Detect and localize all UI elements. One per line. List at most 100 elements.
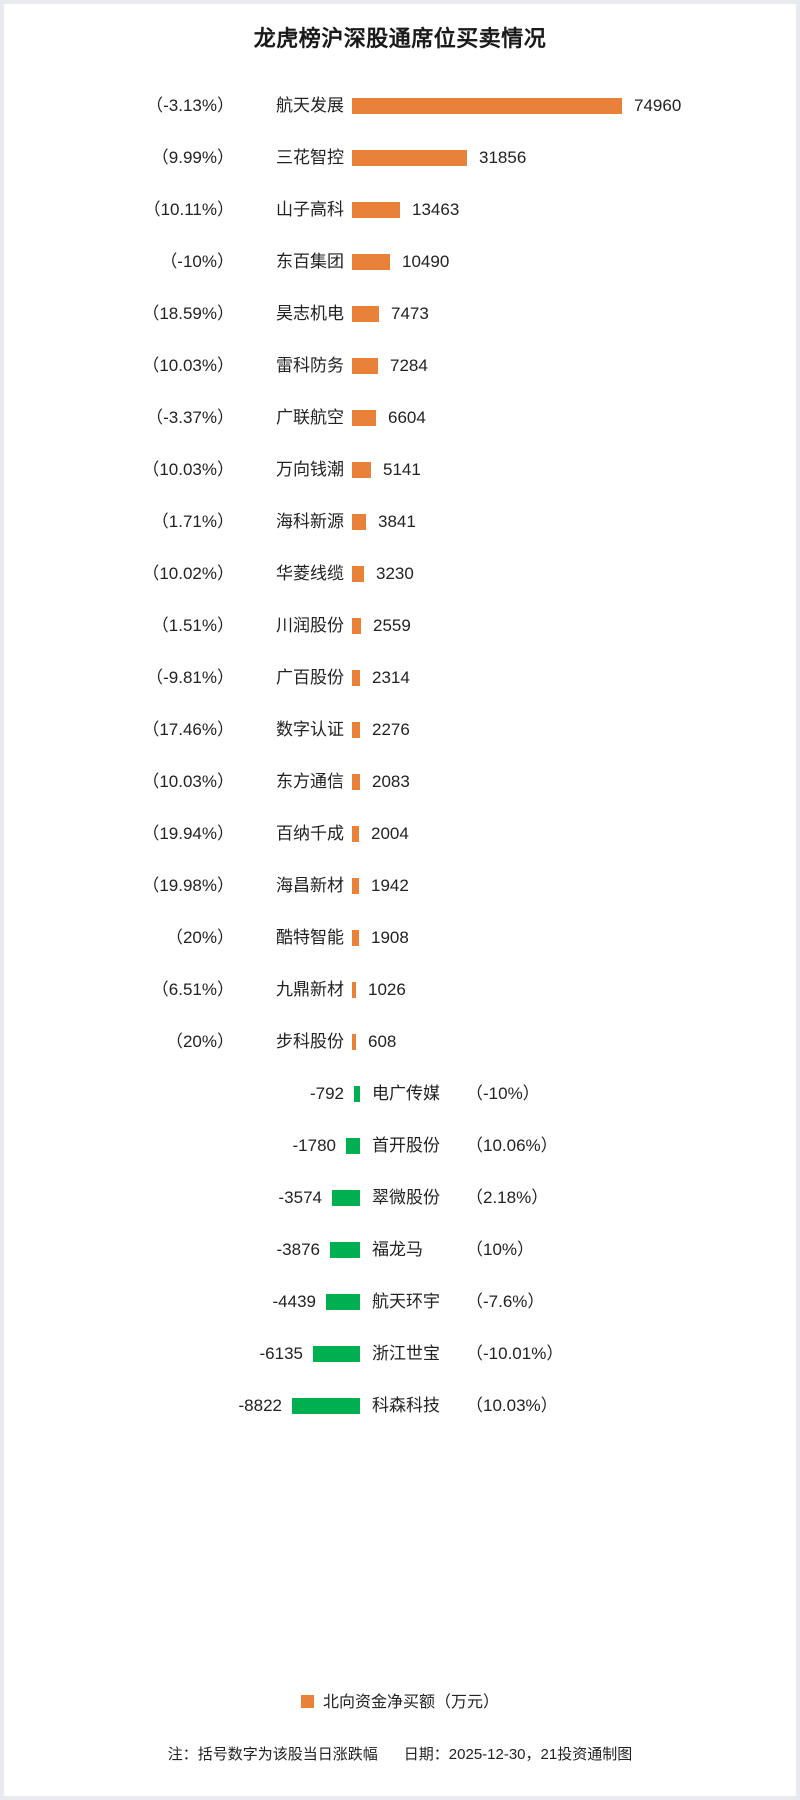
table-row: （1.51%） 川润股份 2559: [4, 600, 796, 652]
row-bar-track: [4, 1120, 360, 1172]
row-bar-positive: [352, 1034, 356, 1050]
table-row: （10.03%） 雷科防务 7284: [4, 340, 796, 392]
row-stock-name: 首开股份: [372, 1136, 440, 1155]
row-value: 3230: [376, 564, 414, 583]
row-stock-name: 广百股份: [276, 668, 344, 687]
row-change-percent: （20%）: [165, 928, 234, 947]
row-bar-positive: [352, 566, 364, 582]
legend-swatch-icon: [300, 1695, 314, 1708]
table-row: （19.94%） 百纳千成 2004: [4, 808, 796, 860]
row-stock-name: 福龙马: [372, 1240, 423, 1259]
row-change-percent: （-3.13%）: [146, 96, 234, 115]
table-row: （18.59%） 昊志机电 7473: [4, 288, 796, 340]
row-bar-track: [352, 184, 682, 236]
table-row: （17.46%） 数字认证 2276: [4, 704, 796, 756]
row-value: 608: [368, 1032, 397, 1051]
row-bar-track: [352, 392, 682, 444]
row-value: -8822: [238, 1396, 282, 1415]
row-value: -792: [309, 1084, 344, 1103]
row-bar-track: [4, 1276, 360, 1328]
row-bar-positive: [352, 982, 356, 998]
row-bar-positive: [352, 254, 390, 270]
table-row: （-9.81%） 广百股份 2314: [4, 652, 796, 704]
row-stock-name: 酷特智能: [276, 928, 344, 947]
chart-title: 龙虎榜沪深股通席位买卖情况: [253, 26, 547, 51]
row-bar-positive: [352, 826, 359, 842]
table-row: -8822 科森科技 （10.03%）: [4, 1380, 796, 1432]
row-bar-positive: [352, 774, 360, 790]
row-value: 31856: [479, 148, 527, 167]
table-row: -792 电广传媒 （-10%）: [4, 1068, 796, 1120]
table-row: （10.02%） 华菱线缆 3230: [4, 548, 796, 600]
row-value: 2004: [371, 824, 409, 843]
row-bar-negative: [313, 1346, 360, 1362]
row-change-percent: （10.06%）: [466, 1136, 558, 1155]
row-value: 2083: [372, 772, 410, 791]
row-stock-name: 昊志机电: [276, 304, 344, 323]
table-row: （1.71%） 海科新源 3841: [4, 496, 796, 548]
row-change-percent: （1.51%）: [151, 616, 234, 635]
row-bar-negative: [332, 1190, 360, 1206]
row-stock-name: 雷科防务: [276, 356, 344, 375]
table-row: （10.11%） 山子高科 13463: [4, 184, 796, 236]
row-value: 1908: [371, 928, 409, 947]
row-change-percent: （20%）: [165, 1032, 234, 1051]
row-bar-track: [352, 340, 682, 392]
row-bar-positive: [352, 878, 359, 894]
row-change-percent: （-10.01%）: [466, 1344, 564, 1363]
row-bar-track: [352, 808, 682, 860]
row-value: 5141: [383, 460, 421, 479]
table-row: -1780 首开股份 （10.06%）: [4, 1120, 796, 1172]
row-bar-track: [4, 1328, 360, 1380]
row-change-percent: （-10%）: [466, 1084, 540, 1103]
row-stock-name: 翠微股份: [372, 1188, 440, 1207]
row-change-percent: （17.46%）: [142, 720, 234, 739]
row-value: 74960: [634, 96, 682, 115]
table-row: （20%） 步科股份 608: [4, 1016, 796, 1068]
row-bar-track: [352, 548, 682, 600]
row-bar-positive: [352, 462, 371, 478]
row-value: -1780: [292, 1136, 336, 1155]
row-value: 10490: [402, 252, 450, 271]
row-change-percent: （10.03%）: [142, 356, 234, 375]
row-change-percent: （10.03%）: [142, 460, 234, 479]
row-change-percent: （1.71%）: [151, 512, 234, 531]
row-change-percent: （2.18%）: [466, 1188, 549, 1207]
table-row: （-3.13%） 航天发展 74960: [4, 80, 796, 132]
row-change-percent: （18.59%）: [142, 304, 234, 323]
row-bar-track: [352, 1016, 682, 1068]
row-change-percent: （10.02%）: [142, 564, 234, 583]
row-value: 1026: [368, 980, 406, 999]
row-bar-negative: [330, 1242, 360, 1258]
row-change-percent: （10.03%）: [466, 1396, 558, 1415]
row-bar-track: [4, 1172, 360, 1224]
row-stock-name: 东百集团: [276, 252, 344, 271]
row-change-percent: （-7.6%）: [466, 1292, 545, 1311]
row-value: -6135: [259, 1344, 303, 1363]
chart-footnote: 注：括号数字为该股当日涨跌幅 日期：2025-12-30，21投资通制图: [4, 1744, 796, 1766]
row-stock-name: 万向钱潮: [276, 460, 344, 479]
chart-legend: 北向资金净买额（万元）: [4, 1692, 796, 1714]
row-bar-positive: [352, 202, 400, 218]
row-change-percent: （9.99%）: [151, 148, 234, 167]
row-value: 7284: [390, 356, 428, 375]
row-bar-positive: [352, 670, 360, 686]
row-change-percent: （-9.81%）: [146, 668, 234, 687]
chart-canvas: 龙虎榜沪深股通席位买卖情况 （-3.13%） 航天发展 74960 （9.99%） 三花…: [4, 4, 796, 1796]
row-stock-name: 东方通信: [276, 772, 344, 791]
row-stock-name: 九鼎新材: [276, 980, 344, 999]
row-bar-track: [352, 860, 682, 912]
row-value: 6604: [388, 408, 426, 427]
row-change-percent: （10.11%）: [143, 200, 234, 219]
row-bar-negative: [292, 1398, 360, 1414]
row-value: -4439: [272, 1292, 316, 1311]
row-bar-track: [352, 80, 682, 132]
table-row: （9.99%） 三花智控 31856: [4, 132, 796, 184]
row-stock-name: 三花智控: [276, 148, 344, 167]
row-change-percent: （6.51%）: [151, 980, 234, 999]
row-value: -3574: [278, 1188, 322, 1207]
table-row: -3876 福龙马 （10%）: [4, 1224, 796, 1276]
table-row: （20%） 酷特智能 1908: [4, 912, 796, 964]
row-bar-positive: [352, 618, 361, 634]
